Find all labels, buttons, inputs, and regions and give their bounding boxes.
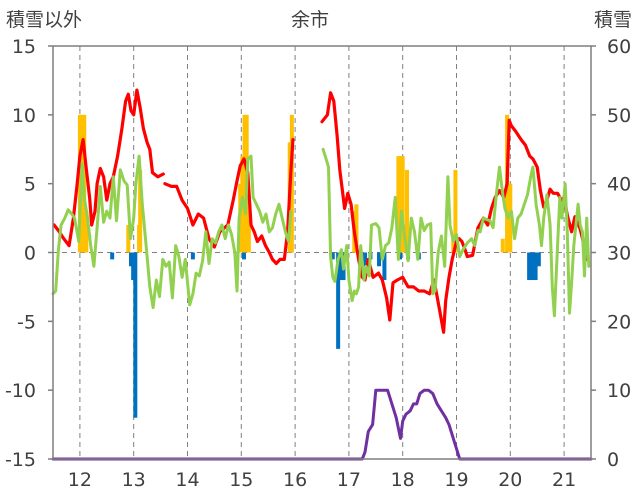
bar-blue-10: [363, 252, 368, 267]
right-tick-label: 10: [607, 380, 631, 402]
right-tick-label: 40: [607, 174, 631, 196]
x-tick-label-21: 21: [552, 469, 576, 491]
bar-blue-5: [241, 252, 246, 260]
left-tick-label: 5: [24, 174, 36, 196]
bar-blue-1: [129, 252, 134, 267]
series-line-red-1: [163, 138, 295, 266]
bar-yellow-4: [126, 224, 131, 253]
right-tick-label: 60: [607, 36, 631, 58]
x-tick-label-18: 18: [391, 469, 415, 491]
x-tick-label-13: 13: [122, 469, 146, 491]
left-tick-label: -5: [17, 311, 36, 333]
x-tick-label-20: 20: [498, 469, 522, 491]
left-tick-label: -15: [5, 449, 36, 471]
bar-yellow-16: [396, 156, 401, 253]
bar-blue-2: [131, 252, 136, 281]
right-tick-label: 20: [607, 311, 631, 333]
x-tick-label-16: 16: [283, 469, 307, 491]
bar-blue-0: [110, 252, 115, 260]
bar-blue-13: [382, 252, 387, 281]
bar-blue-3: [133, 252, 138, 418]
left-axis-label: 積雪以外: [6, 9, 82, 31]
right-tick-label: 30: [607, 243, 631, 265]
bar-blue-8: [338, 252, 343, 281]
x-tick-label-12: 12: [68, 469, 92, 491]
bar-yellow-3: [84, 211, 89, 253]
right-axis-label: 積雪: [594, 9, 632, 31]
x-tick-label-17: 17: [337, 469, 361, 491]
bar-yellow-20: [405, 169, 410, 253]
bar-blue-18: [530, 252, 535, 281]
bar-yellow-13: [289, 114, 294, 253]
bar-blue-17: [527, 252, 532, 281]
bar-yellow-22: [453, 169, 458, 253]
series-line-green-3: [51, 154, 293, 310]
bar-blue-19: [533, 252, 538, 281]
bar-yellow-21: [451, 238, 456, 253]
bar-yellow-9: [242, 114, 247, 253]
bar-blue-20: [536, 252, 541, 267]
bar-blue-12: [377, 252, 382, 267]
series-line-green-4: [321, 147, 591, 318]
x-tick-label-15: 15: [229, 469, 253, 491]
series-line-purple-5: [51, 388, 593, 461]
bar-yellow-17: [398, 156, 403, 253]
x-tick-label-14: 14: [175, 469, 199, 491]
bar-yellow-15: [354, 204, 359, 253]
bar-blue-6: [330, 252, 335, 260]
right-tick-label: 50: [607, 105, 631, 127]
chart-title: 余市: [291, 9, 329, 31]
bar-yellow-18: [400, 156, 405, 253]
bar-yellow-11: [246, 211, 251, 253]
bar-blue-7: [336, 252, 341, 349]
right-tick-label: 0: [607, 449, 619, 471]
x-tick-label-19: 19: [444, 469, 468, 491]
left-tick-label: 0: [24, 243, 36, 265]
bar-yellow-23: [500, 238, 505, 253]
bar-yellow-6: [138, 169, 143, 253]
series-line-red-0: [52, 88, 165, 248]
left-tick-label: 10: [12, 105, 36, 127]
bar-yellow-25: [508, 183, 513, 253]
left-tick-label: -10: [5, 380, 36, 402]
left-tick-label: 15: [12, 36, 36, 58]
bar-blue-4: [190, 252, 195, 260]
